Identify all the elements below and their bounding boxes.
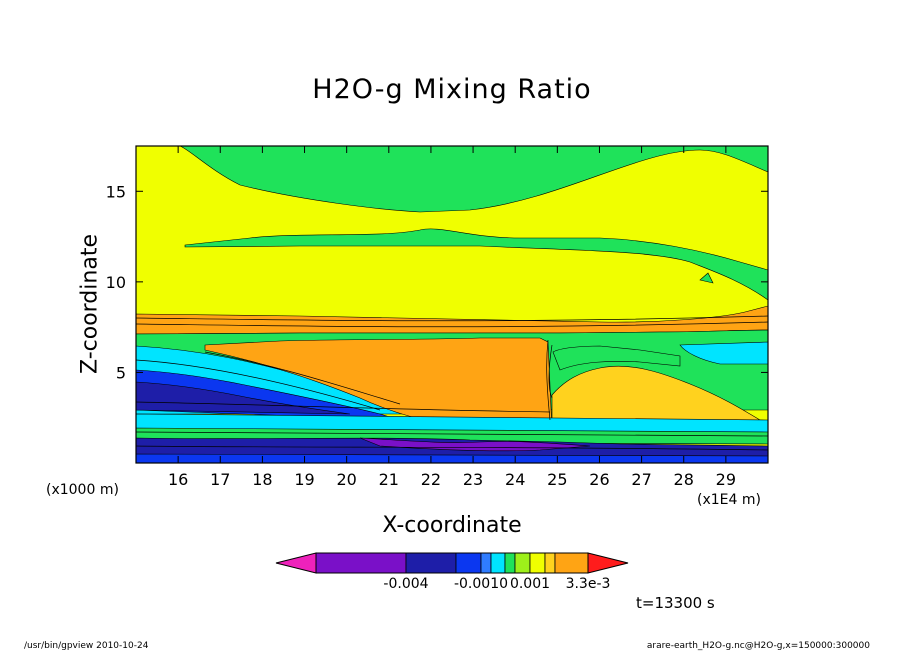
- y-unit-note: (x1000 m): [46, 482, 119, 498]
- colorbar-tick-label: -0.0010: [453, 576, 509, 592]
- colorbar-swatch: [529, 552, 546, 574]
- x-tick-label: 20: [336, 470, 356, 489]
- x-tick-label: 19: [294, 470, 314, 489]
- y-tick-label: 15: [106, 182, 126, 201]
- field-green-top: [136, 146, 768, 213]
- colorbar-swatch: [504, 552, 516, 574]
- colorbar-tick-label: 3.3e-3: [565, 576, 611, 592]
- colorbar-swatch: [315, 552, 407, 574]
- x-unit-note: (x1E4 m): [697, 492, 761, 508]
- x-tick-label: 25: [547, 470, 567, 489]
- colorbar-min-arrow: [275, 552, 317, 574]
- field-green-upper-band: [184, 228, 768, 301]
- x-tick-label: 23: [463, 470, 483, 489]
- x-tick-label: 29: [716, 470, 736, 489]
- field-green-small-right: [699, 272, 714, 284]
- x-axis-label: X-coordinate: [382, 513, 522, 538]
- x-tick-label: 28: [674, 470, 694, 489]
- colorbar-swatch: [544, 552, 556, 574]
- field-cyan-right: [679, 341, 768, 365]
- x-tick-label: 27: [631, 470, 651, 489]
- x-tick-label: 18: [252, 470, 272, 489]
- x-tick-label: 16: [168, 470, 188, 489]
- colorbar-swatch: [480, 552, 492, 574]
- colorbar-swatch: [514, 552, 531, 574]
- y-tick-label: 10: [106, 273, 126, 292]
- x-tick-label: 17: [210, 470, 230, 489]
- colorbar-max-arrow: [587, 552, 629, 574]
- chart-title: H2O-g Mixing Ratio: [312, 74, 592, 105]
- x-tick-label: 21: [379, 470, 399, 489]
- axes: 16 17 18 19 20 21 22 23 24 25 26 27 28 29 5 10 15: [106, 146, 768, 489]
- contour-field: [136, 146, 768, 463]
- y-tick-label: 5: [116, 363, 126, 382]
- contour-lines: [136, 315, 768, 451]
- colorbar-swatch: [554, 552, 589, 574]
- colorbar-swatch: [405, 552, 457, 574]
- time-label: t=13300 s: [636, 594, 715, 612]
- plot-frame: [135, 145, 769, 464]
- field-green-right-mid: [552, 345, 681, 371]
- footer-left: /usr/bin/gpview 2010-10-24: [24, 641, 149, 651]
- x-tick-label: 22: [421, 470, 441, 489]
- footer-right: arare-earth_H2O-g.nc@H2O-g,x=150000:3000…: [646, 641, 870, 651]
- colorbar-tick-label: 0.001: [509, 576, 551, 592]
- field-dark-left: [136, 381, 351, 415]
- colorbar-tick-label: -0.004: [383, 576, 429, 592]
- colorbar: [275, 552, 629, 574]
- colorbar-swatch: [490, 552, 506, 574]
- colorbar-frame: [315, 552, 589, 574]
- x-tick-label: 26: [589, 470, 609, 489]
- field-blue-bottom: [136, 453, 768, 463]
- colorbar-swatch: [455, 552, 482, 574]
- y-axis-label: Z-coordinate: [77, 234, 103, 374]
- x-tick-label: 24: [505, 470, 525, 489]
